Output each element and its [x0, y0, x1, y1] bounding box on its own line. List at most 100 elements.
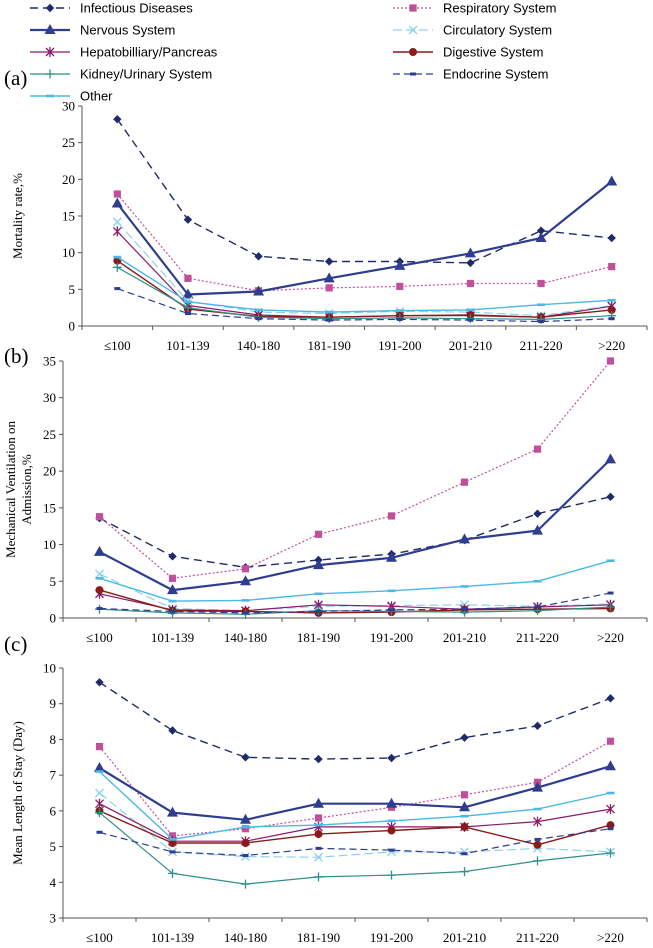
data-point-respiratory: [241, 565, 250, 573]
data-point-endocrine: [315, 609, 322, 613]
data-point-endocrine: [242, 611, 249, 615]
legend-marker-other: [46, 94, 54, 98]
data-point-infectious: [183, 215, 193, 224]
data-point-respiratory: [387, 512, 396, 520]
y-tick-label: 3: [50, 911, 57, 926]
data-point-infectious: [254, 252, 263, 261]
data-point-kidney: [460, 867, 469, 877]
data-point-digestive: [95, 586, 104, 595]
data-point-infectious: [241, 753, 250, 762]
data-point-endocrine: [169, 850, 176, 854]
data-point-other: [241, 825, 250, 829]
data-point-other: [254, 308, 263, 312]
legend-label-hepato: Hepatobilliary/Pancreas: [80, 45, 218, 60]
data-point-endocrine: [534, 837, 541, 841]
data-point-infectious: [95, 678, 104, 687]
data-point-respiratory: [113, 190, 121, 198]
data-point-respiratory: [95, 513, 104, 521]
data-point-digestive: [314, 830, 323, 839]
legend-label-circulatory: Circulatory System: [443, 23, 552, 38]
data-point-respiratory: [606, 357, 615, 365]
data-point-infectious: [533, 721, 542, 731]
legend-marker-infectious: [45, 3, 55, 13]
data-point-infectious: [536, 226, 546, 235]
series-line-kidney: [117, 266, 612, 320]
y-tick-label: 4: [50, 875, 57, 890]
data-point-nervous: [535, 232, 547, 242]
y-tick-label: 6: [50, 803, 57, 818]
data-point-other: [387, 819, 396, 823]
data-point-circulatory: [95, 788, 104, 798]
data-point-nervous: [532, 524, 543, 535]
data-point-other: [95, 770, 104, 773]
data-point-other: [460, 585, 469, 588]
legend-label-digestive: Digestive System: [443, 45, 543, 60]
series-line-other: [99, 560, 611, 602]
data-point-other: [466, 308, 475, 312]
data-point-digestive: [241, 839, 250, 847]
x-tick-label: 201-210: [443, 930, 486, 945]
series-line-hepato: [99, 803, 611, 842]
y-tick-label: 30: [43, 390, 56, 405]
legend-marker-kidney: [45, 69, 55, 79]
data-point-nervous: [394, 259, 406, 270]
legend-label-endocrine: Endocrine System: [443, 67, 549, 82]
y-axis-label-c: Mean Length of Stay (Day): [10, 721, 25, 865]
data-point-endocrine: [538, 320, 545, 324]
data-point-respiratory: [533, 445, 542, 453]
data-point-hepato: [112, 226, 122, 237]
series-line-other: [116, 256, 612, 313]
data-point-other: [395, 309, 404, 312]
x-tick-label: 191-200: [370, 630, 413, 645]
series-line-infectious: [99, 496, 611, 568]
legend-marker-circulatory: [408, 25, 418, 35]
data-point-nervous: [94, 762, 105, 772]
x-tick-label: ≤100: [86, 930, 113, 945]
series-line-infectious: [116, 118, 612, 264]
data-point-respiratory: [396, 282, 404, 290]
y-tick-label: 25: [62, 135, 75, 150]
data-point-other: [314, 823, 323, 827]
legend-marker-respiratory: [409, 4, 417, 12]
data-point-endocrine: [467, 318, 474, 322]
data-point-endocrine: [461, 852, 468, 856]
data-point-kidney: [533, 856, 542, 866]
data-point-digestive: [533, 840, 542, 849]
data-point-respiratory: [466, 279, 475, 288]
data-point-other: [241, 599, 250, 602]
data-point-other: [460, 814, 469, 818]
x-tick-label: ≤100: [104, 338, 131, 353]
data-point-endocrine: [388, 848, 395, 852]
series-line-respiratory: [99, 360, 611, 579]
legend-label-respiratory: Respiratory System: [443, 1, 556, 16]
data-point-infectious: [533, 509, 542, 518]
data-point-nervous: [386, 551, 397, 562]
data-point-digestive: [460, 822, 469, 831]
data-point-nervous: [167, 806, 178, 817]
y-tick-label: 5: [69, 282, 76, 297]
data-point-endocrine: [326, 318, 333, 322]
panel-b-ventilation-chart: (b) 0 5 10 15 20 25 30 35 ≤100 101-139 140-180 181-1…: [3, 344, 648, 645]
series-line-kidney: [99, 812, 611, 885]
data-point-endocrine: [607, 827, 614, 831]
legend: Infectious Diseases Respiratory System Ner…: [30, 1, 556, 104]
panel-label-c: (c): [4, 632, 27, 656]
data-point-endocrine: [315, 846, 322, 850]
data-point-endocrine: [114, 287, 121, 291]
data-point-respiratory: [606, 737, 615, 745]
data-point-infectious: [168, 726, 177, 735]
data-point-kidney: [95, 808, 104, 818]
data-point-nervous: [167, 584, 178, 595]
data-point-nervous: [605, 453, 616, 464]
data-point-endocrine: [607, 591, 614, 595]
data-point-endocrine: [461, 607, 468, 611]
legend-label-infectious: Infectious Diseases: [80, 1, 193, 16]
data-point-other: [387, 589, 396, 593]
x-tick-label: 201-210: [443, 630, 486, 645]
data-point-nervous: [313, 797, 324, 808]
series-line-hepato: [99, 593, 611, 612]
data-point-digestive: [606, 821, 615, 830]
data-point-other: [183, 300, 192, 304]
data-point-other: [168, 838, 177, 841]
